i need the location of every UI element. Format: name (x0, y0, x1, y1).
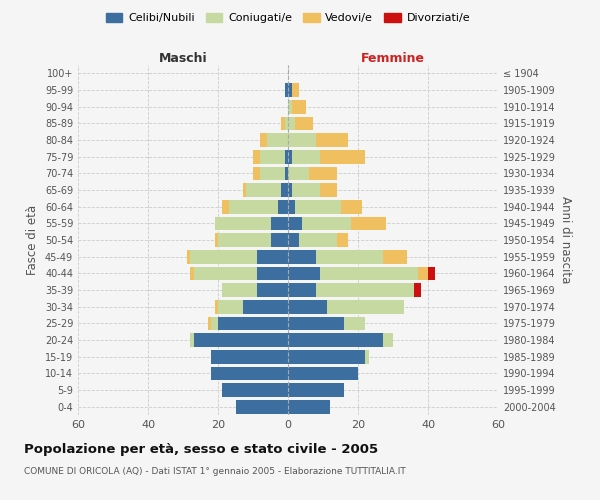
Bar (288, 333, 383, 347)
Bar (257, 283, 288, 297)
Legend: Celibi/Nubili, Coniugati/e, Vedovi/e, Divorziati/e: Celibi/Nubili, Coniugati/e, Vedovi/e, Di… (101, 8, 475, 28)
Text: Femmine: Femmine (361, 52, 425, 65)
Bar (284, 116, 288, 130)
Bar (288, 150, 292, 164)
Bar (288, 216, 302, 230)
Bar (215, 216, 271, 230)
Bar (288, 116, 295, 130)
Bar (288, 133, 316, 147)
Bar (292, 83, 299, 97)
Bar (281, 116, 284, 130)
Bar (292, 150, 320, 164)
Bar (295, 200, 341, 213)
Bar (190, 266, 193, 280)
Bar (211, 316, 218, 330)
Bar (288, 166, 309, 180)
Bar (288, 316, 344, 330)
Bar (288, 183, 292, 197)
Bar (235, 400, 288, 413)
Bar (221, 200, 229, 213)
Bar (414, 283, 421, 297)
Bar (221, 383, 288, 397)
Bar (215, 300, 218, 314)
Bar (218, 233, 271, 247)
Bar (320, 183, 337, 197)
Bar (193, 333, 288, 347)
Bar (288, 400, 330, 413)
Text: Maschi: Maschi (158, 52, 208, 65)
Bar (316, 133, 347, 147)
Bar (208, 316, 211, 330)
Bar (288, 100, 292, 114)
Bar (260, 133, 267, 147)
Bar (418, 266, 428, 280)
Bar (295, 116, 313, 130)
Bar (344, 316, 365, 330)
Bar (281, 183, 288, 197)
Bar (288, 350, 365, 364)
Bar (190, 333, 193, 347)
Bar (218, 316, 288, 330)
Bar (242, 300, 288, 314)
Bar (309, 166, 337, 180)
Bar (187, 250, 190, 264)
Bar (316, 283, 414, 297)
Bar (284, 83, 288, 97)
Y-axis label: Fasce di età: Fasce di età (26, 205, 39, 275)
Bar (229, 200, 277, 213)
Bar (271, 216, 288, 230)
Bar (242, 183, 246, 197)
Bar (320, 150, 365, 164)
Bar (320, 266, 418, 280)
Bar (190, 250, 257, 264)
Bar (218, 300, 242, 314)
Text: Popolazione per età, sesso e stato civile - 2005: Popolazione per età, sesso e stato civil… (24, 442, 378, 456)
Bar (215, 233, 218, 247)
Bar (288, 366, 358, 380)
Bar (211, 350, 288, 364)
Bar (253, 166, 260, 180)
Bar (288, 200, 295, 213)
Bar (288, 283, 316, 297)
Bar (193, 266, 257, 280)
Bar (365, 350, 368, 364)
Bar (316, 250, 383, 264)
Bar (271, 233, 288, 247)
Bar (260, 166, 284, 180)
Bar (288, 300, 326, 314)
Bar (292, 183, 320, 197)
Bar (292, 100, 305, 114)
Bar (326, 300, 404, 314)
Bar (299, 233, 337, 247)
Bar (253, 150, 260, 164)
Bar (246, 183, 281, 197)
Bar (284, 166, 288, 180)
Bar (257, 250, 288, 264)
Bar (288, 383, 344, 397)
Bar (288, 250, 316, 264)
Bar (288, 233, 299, 247)
Bar (341, 200, 361, 213)
Bar (383, 333, 393, 347)
Bar (302, 216, 351, 230)
Text: COMUNE DI ORICOLA (AQ) - Dati ISTAT 1° gennaio 2005 - Elaborazione TUTTITALIA.IT: COMUNE DI ORICOLA (AQ) - Dati ISTAT 1° g… (24, 468, 406, 476)
Bar (383, 250, 407, 264)
Bar (351, 216, 386, 230)
Bar (260, 150, 284, 164)
Y-axis label: Anni di nascita: Anni di nascita (559, 196, 572, 284)
Bar (221, 283, 257, 297)
Bar (257, 266, 288, 280)
Bar (211, 366, 288, 380)
Bar (284, 150, 288, 164)
Bar (288, 83, 292, 97)
Bar (288, 266, 320, 280)
Bar (428, 266, 435, 280)
Bar (277, 200, 288, 213)
Bar (337, 233, 347, 247)
Bar (267, 133, 288, 147)
